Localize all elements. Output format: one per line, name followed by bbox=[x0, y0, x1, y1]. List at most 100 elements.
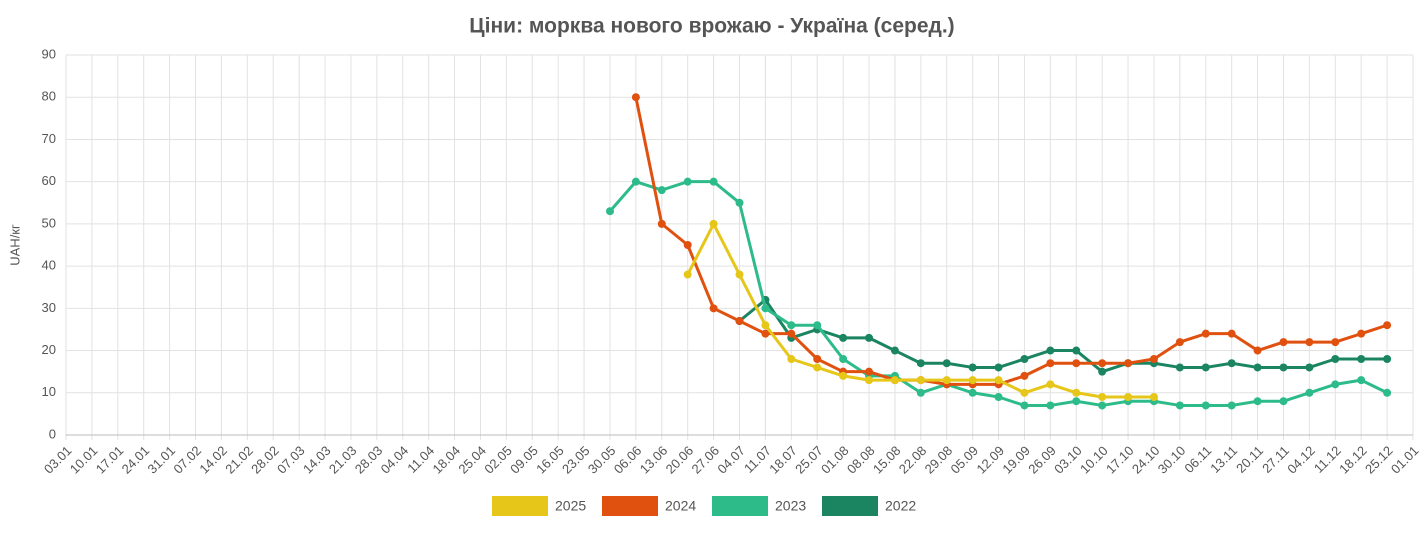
data-point bbox=[787, 355, 796, 363]
data-point bbox=[1201, 401, 1210, 410]
data-point bbox=[1383, 355, 1392, 363]
data-point bbox=[1020, 371, 1029, 380]
data-point bbox=[968, 376, 977, 385]
data-point bbox=[1072, 359, 1081, 368]
x-tick-label: 24.01 bbox=[119, 443, 153, 477]
x-tick-label: 17.10 bbox=[1103, 443, 1137, 477]
data-point bbox=[813, 355, 822, 363]
data-point bbox=[968, 363, 977, 372]
x-tick-label: 23.05 bbox=[559, 443, 593, 477]
x-tick-label: 13.06 bbox=[637, 443, 671, 477]
y-tick-label: 60 bbox=[42, 173, 56, 188]
x-tick-label: 24.10 bbox=[1129, 443, 1163, 477]
data-point bbox=[1201, 363, 1210, 372]
legend-label: 2022 bbox=[885, 498, 916, 514]
data-point bbox=[865, 367, 874, 376]
data-point bbox=[1046, 359, 1055, 368]
data-point bbox=[916, 359, 925, 368]
data-point bbox=[1227, 359, 1236, 368]
data-point bbox=[1020, 355, 1029, 363]
data-point bbox=[968, 388, 977, 397]
y-tick-label: 40 bbox=[42, 258, 56, 273]
x-tick-label: 05.09 bbox=[948, 443, 982, 477]
series-line bbox=[738, 298, 1388, 374]
data-point bbox=[1072, 346, 1081, 355]
data-point bbox=[994, 393, 1003, 401]
data-point bbox=[1279, 338, 1288, 347]
data-point bbox=[1098, 359, 1107, 368]
data-point bbox=[683, 241, 692, 249]
data-point bbox=[865, 333, 874, 342]
data-point bbox=[1331, 380, 1340, 389]
legend-label: 2025 bbox=[555, 498, 586, 514]
x-tick-label: 12.09 bbox=[973, 443, 1007, 477]
y-tick-label: 20 bbox=[42, 342, 56, 357]
data-point bbox=[657, 219, 666, 228]
data-point bbox=[1020, 388, 1029, 397]
data-point bbox=[1175, 338, 1184, 347]
data-point bbox=[683, 177, 692, 186]
data-point bbox=[1253, 397, 1262, 406]
data-point bbox=[1227, 401, 1236, 410]
legend-label: 2024 bbox=[665, 498, 696, 514]
data-point bbox=[839, 355, 848, 363]
data-point bbox=[1098, 393, 1107, 401]
legend-swatch bbox=[712, 496, 768, 516]
data-point bbox=[709, 304, 718, 313]
x-tick-label: 30.10 bbox=[1155, 443, 1189, 477]
x-tick-label: 25.07 bbox=[792, 443, 826, 477]
data-point bbox=[1046, 401, 1055, 410]
data-point bbox=[1072, 397, 1081, 406]
x-tick-label: 30.05 bbox=[585, 443, 619, 477]
y-axis-label: UAH/кг bbox=[7, 224, 22, 266]
data-point bbox=[994, 376, 1003, 385]
legend-label: 2023 bbox=[775, 498, 806, 514]
y-tick-label: 90 bbox=[42, 46, 56, 61]
legend-swatch bbox=[602, 496, 658, 516]
data-point bbox=[1279, 397, 1288, 406]
data-point bbox=[787, 329, 796, 338]
x-tick-label: 19.09 bbox=[999, 443, 1033, 477]
x-tick-label: 04.12 bbox=[1284, 443, 1318, 477]
y-tick-label: 50 bbox=[42, 215, 56, 230]
x-tick-label: 20.11 bbox=[1233, 443, 1266, 476]
x-tick-label: 06.11 bbox=[1181, 443, 1214, 476]
x-tick-label: 28.02 bbox=[248, 443, 282, 477]
data-point bbox=[942, 376, 951, 385]
data-point bbox=[916, 376, 925, 385]
data-point bbox=[631, 177, 640, 186]
x-tick-label: 11.07 bbox=[741, 443, 774, 476]
legend-swatch bbox=[492, 496, 548, 516]
data-point bbox=[1072, 388, 1081, 397]
x-tick-label: 10.01 bbox=[67, 443, 101, 477]
x-tick-label: 22.08 bbox=[896, 443, 930, 477]
x-tick-label: 20.06 bbox=[663, 443, 697, 477]
data-point bbox=[916, 388, 925, 397]
data-point bbox=[890, 376, 899, 385]
data-point bbox=[1098, 401, 1107, 410]
x-tick-label: 21.03 bbox=[326, 443, 360, 477]
data-point bbox=[1046, 346, 1055, 355]
data-point bbox=[1253, 363, 1262, 372]
data-point bbox=[865, 376, 874, 385]
data-point bbox=[1124, 359, 1133, 368]
x-tick-label: 03.01 bbox=[41, 443, 75, 477]
data-point bbox=[605, 207, 614, 216]
x-tick-label: 04.07 bbox=[714, 443, 748, 477]
data-point bbox=[1305, 363, 1314, 372]
x-tick-label: 07.03 bbox=[274, 443, 308, 477]
data-point bbox=[1149, 393, 1158, 401]
x-tick-label: 18.04 bbox=[429, 443, 463, 477]
data-point bbox=[761, 321, 770, 330]
data-point bbox=[942, 359, 951, 368]
data-point bbox=[735, 198, 744, 207]
x-tick-label: 03.10 bbox=[1051, 443, 1085, 477]
x-tick-label: 04.04 bbox=[378, 443, 412, 477]
data-point bbox=[1305, 338, 1314, 347]
y-tick-label: 0 bbox=[49, 426, 56, 441]
x-tick-label: 15.08 bbox=[870, 443, 904, 477]
x-tick-label: 31.01 bbox=[145, 443, 179, 477]
data-point bbox=[1201, 329, 1210, 338]
x-tick-label: 25.04 bbox=[455, 443, 489, 477]
